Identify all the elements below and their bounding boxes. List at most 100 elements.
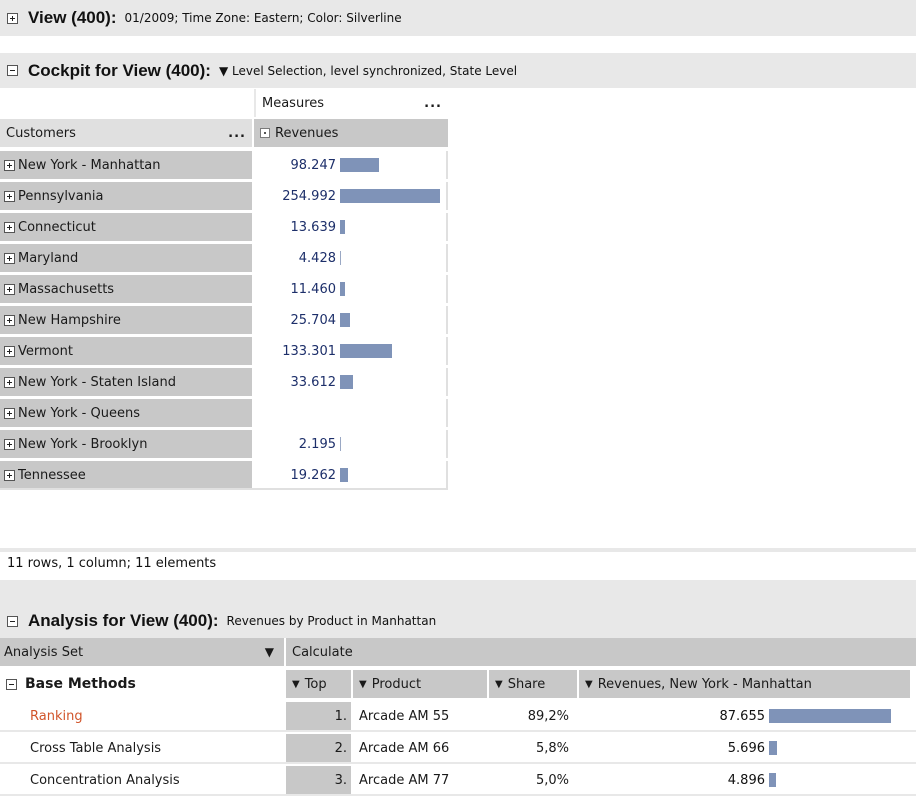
product-cell[interactable]: Arcade AM 55: [353, 702, 487, 730]
product-cell[interactable]: Arcade AM 66: [353, 734, 487, 762]
customer-name: New York - Brooklyn: [18, 436, 148, 452]
column-product-label: Product: [371, 676, 422, 692]
customer-row-label[interactable]: Tennessee: [0, 461, 252, 489]
revenue-cell[interactable]: 2.195: [254, 430, 448, 458]
column-header-product[interactable]: ▼ Product: [353, 670, 487, 698]
status-text: 11 rows, 1 column; 11 elements: [7, 556, 217, 571]
product-cell[interactable]: Arcade AM 77: [353, 766, 487, 794]
expand-row-icon[interactable]: [4, 314, 15, 326]
customer-row-label[interactable]: Maryland: [0, 244, 252, 272]
revenue-bar: [769, 709, 891, 723]
sort-arrow-icon[interactable]: ▼: [292, 678, 300, 690]
expand-view-icon[interactable]: [7, 12, 18, 24]
view-section-header[interactable]: View (400): 01/2009; Time Zone: Eastern;…: [0, 0, 916, 36]
measures-header[interactable]: Measures ...: [254, 89, 448, 117]
analysis-subtitle: Revenues by Product in Manhattan: [226, 614, 437, 628]
revenue-value: 2.195: [298, 436, 336, 452]
revenues-column-header[interactable]: Revenues: [254, 119, 448, 147]
revenue-bar: [769, 773, 776, 787]
revenue-cell[interactable]: 13.639: [254, 213, 448, 241]
sort-arrow-icon[interactable]: ▼: [495, 678, 503, 690]
column-header-revenues[interactable]: ▼ Revenues, New York - Manhattan: [579, 670, 910, 698]
revenue-value: 98.247: [290, 157, 337, 173]
cockpit-section-header[interactable]: Cockpit for View (400): ▼ Level Selectio…: [0, 52, 916, 88]
customer-name: Massachusetts: [18, 281, 115, 297]
dropdown-arrow-icon[interactable]: ▼: [264, 645, 274, 659]
customer-row-label[interactable]: Pennsylvania: [0, 182, 252, 210]
column-header-top[interactable]: ▼ Top: [286, 670, 351, 698]
expand-row-icon[interactable]: [4, 159, 15, 171]
customer-name: New York - Queens: [18, 405, 140, 421]
expand-row-icon[interactable]: [4, 407, 15, 419]
customers-header[interactable]: Customers ...: [0, 119, 252, 147]
revenue-value: 25.704: [290, 312, 337, 328]
analysis-method-item[interactable]: Concentration Analysis: [0, 766, 284, 794]
collapse-base-methods-icon[interactable]: [6, 678, 17, 690]
share-cell: 5,0%: [489, 766, 577, 794]
view-subtitle: 01/2009; Time Zone: Eastern; Color: Silv…: [124, 11, 402, 25]
base-methods-group[interactable]: Base Methods: [0, 670, 284, 698]
customer-row-label[interactable]: New York - Manhattan: [0, 151, 252, 179]
analysis-set-dropdown[interactable]: Analysis Set ▼: [0, 638, 284, 666]
revenue-cell[interactable]: 133.301: [254, 337, 448, 365]
customer-row-label[interactable]: New York - Brooklyn: [0, 430, 252, 458]
status-divider: [0, 548, 916, 552]
revenue-cell[interactable]: 25.704: [254, 306, 448, 334]
revenue-bar: [340, 189, 440, 203]
customers-menu-button[interactable]: ...: [228, 125, 246, 141]
customer-name: New Hampshire: [18, 312, 121, 328]
measures-menu-button[interactable]: ...: [424, 95, 442, 111]
customer-row-label[interactable]: Vermont: [0, 337, 252, 365]
customer-row-label[interactable]: Massachusetts: [0, 275, 252, 303]
collapse-cockpit-icon[interactable]: [7, 65, 18, 76]
sort-arrow-icon[interactable]: ▼: [585, 678, 593, 690]
collapse-revenues-icon[interactable]: [260, 128, 270, 138]
collapse-analysis-icon[interactable]: [7, 615, 18, 627]
customer-row-label[interactable]: New York - Queens: [0, 399, 252, 427]
revenue-cell: 5.696: [579, 734, 910, 762]
revenue-cell[interactable]: 19.262: [254, 461, 448, 489]
column-top-label: Top: [304, 676, 327, 692]
level-selection-dropdown[interactable]: ▼ Level Selection, level synchronized, S…: [218, 63, 518, 78]
column-header-share[interactable]: ▼ Share: [489, 670, 577, 698]
expand-row-icon[interactable]: [4, 376, 15, 388]
customers-label: Customers: [6, 125, 76, 141]
row-divider: [0, 730, 916, 732]
revenue-cell[interactable]: 33.612: [254, 368, 448, 396]
revenue-bar: [340, 344, 392, 358]
customer-row-label[interactable]: New Hampshire: [0, 306, 252, 334]
row-divider: [0, 794, 916, 796]
view-title: View (400):: [28, 8, 117, 27]
calculate-button[interactable]: Calculate: [286, 638, 916, 666]
analysis-section-header[interactable]: Analysis for View (400): Revenues by Pro…: [0, 604, 916, 638]
customer-row-label[interactable]: New York - Staten Island: [0, 368, 252, 396]
rank-cell: 1.: [286, 702, 351, 730]
analysis-method-item[interactable]: Ranking: [0, 702, 284, 730]
revenue-bar: [340, 158, 379, 172]
expand-row-icon[interactable]: [4, 252, 15, 264]
table-bottom-border: [0, 488, 448, 490]
expand-row-icon[interactable]: [4, 190, 15, 202]
customer-row-label[interactable]: Connecticut: [0, 213, 252, 241]
expand-row-icon[interactable]: [4, 469, 15, 481]
revenue-value: 4.896: [727, 772, 765, 788]
revenue-value: 87.655: [719, 708, 766, 724]
revenue-cell: 87.655: [579, 702, 910, 730]
sort-arrow-icon[interactable]: ▼: [359, 678, 367, 690]
revenue-cell[interactable]: 254.992: [254, 182, 448, 210]
revenue-cell[interactable]: 11.460: [254, 275, 448, 303]
revenue-bar: [340, 220, 345, 234]
expand-row-icon[interactable]: [4, 283, 15, 295]
analysis-method-item[interactable]: Cross Table Analysis: [0, 734, 284, 762]
customer-name: Connecticut: [18, 219, 96, 235]
share-cell: 5,8%: [489, 734, 577, 762]
revenue-bar: [340, 282, 345, 296]
revenue-cell[interactable]: 4.428: [254, 244, 448, 272]
expand-row-icon[interactable]: [4, 345, 15, 357]
base-methods-label: Base Methods: [25, 676, 136, 692]
rank-cell: 3.: [286, 766, 351, 794]
expand-row-icon[interactable]: [4, 221, 15, 233]
revenue-cell[interactable]: 98.247: [254, 151, 448, 179]
revenue-cell[interactable]: [254, 399, 448, 427]
expand-row-icon[interactable]: [4, 438, 15, 450]
